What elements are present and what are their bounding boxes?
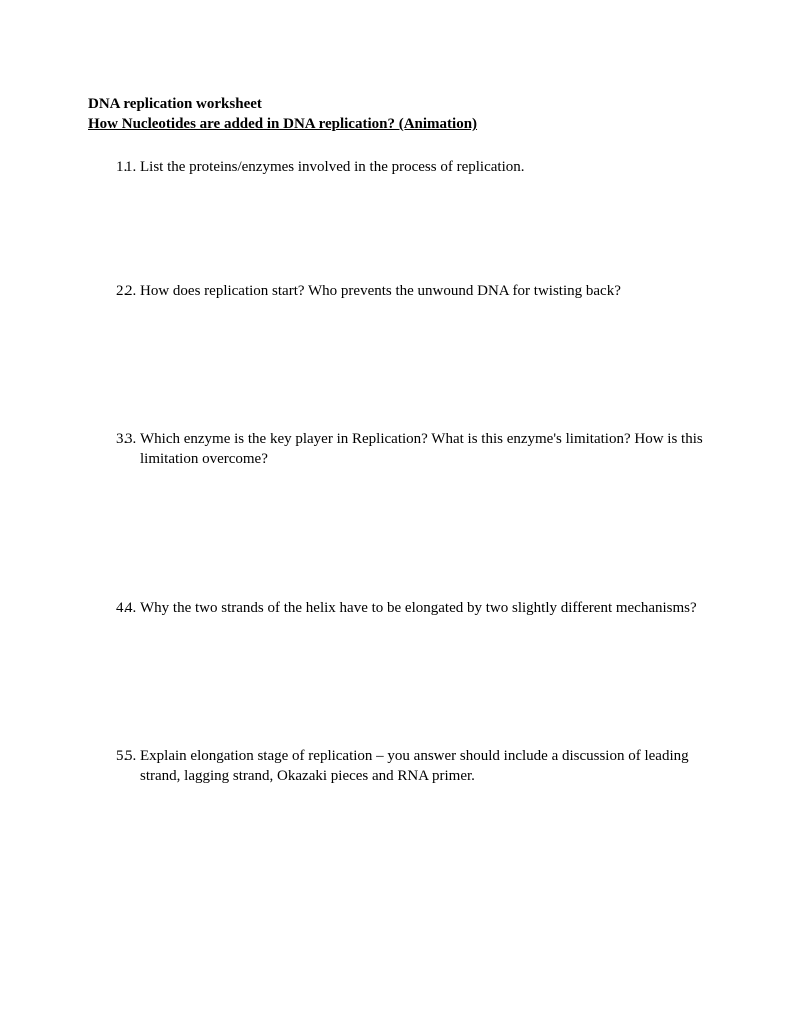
question-item: 3. Which enzyme is the key player in Rep… — [140, 429, 703, 470]
question-text: Why the two strands of the helix have to… — [140, 598, 703, 618]
question-item: 2. How does replication start? Who preve… — [140, 281, 703, 301]
question-number: 5. — [116, 746, 127, 766]
question-number: 2. — [116, 281, 127, 301]
question-item: 5. Explain elongation stage of replicati… — [140, 746, 703, 787]
worksheet-subtitle: How Nucleotides are added in DNA replica… — [88, 114, 703, 134]
question-text: Explain elongation stage of replication … — [140, 746, 703, 787]
worksheet-header: DNA replication worksheet How Nucleotide… — [88, 94, 703, 135]
question-list: 1. List the proteins/enzymes involved in… — [88, 157, 703, 787]
question-item: 4. Why the two strands of the helix have… — [140, 598, 703, 618]
question-text: Which enzyme is the key player in Replic… — [140, 429, 703, 470]
question-text: How does replication start? Who prevents… — [140, 281, 703, 301]
question-text: List the proteins/enzymes involved in th… — [140, 157, 703, 177]
question-item: 1. List the proteins/enzymes involved in… — [140, 157, 703, 177]
question-number: 4. — [116, 598, 127, 618]
question-number: 1. — [116, 157, 127, 177]
question-number: 3. — [116, 429, 127, 449]
worksheet-title: DNA replication worksheet — [88, 94, 703, 114]
